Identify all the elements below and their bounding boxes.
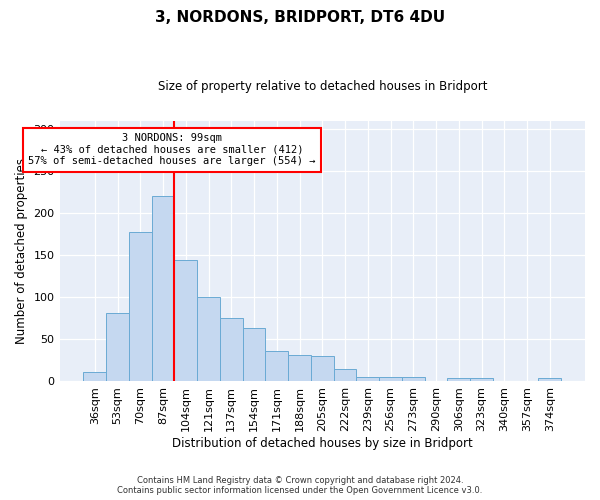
X-axis label: Distribution of detached houses by size in Bridport: Distribution of detached houses by size … [172, 437, 473, 450]
Bar [242, 328, 265, 382]
Bar [493, 380, 515, 382]
Bar [311, 356, 334, 382]
Bar [448, 378, 470, 382]
Text: 3, NORDONS, BRIDPORT, DT6 4DU: 3, NORDONS, BRIDPORT, DT6 4DU [155, 10, 445, 25]
Text: Contains HM Land Registry data © Crown copyright and database right 2024.
Contai: Contains HM Land Registry data © Crown c… [118, 476, 482, 495]
Bar [402, 378, 425, 382]
Bar [220, 318, 242, 382]
Bar [175, 260, 197, 382]
Bar [152, 196, 175, 382]
Bar [288, 354, 311, 382]
Bar [265, 351, 288, 382]
Bar [379, 378, 402, 382]
Bar [129, 232, 152, 382]
Title: Size of property relative to detached houses in Bridport: Size of property relative to detached ho… [158, 80, 487, 93]
Bar [83, 372, 106, 382]
Bar [106, 314, 129, 382]
Text: 3 NORDONS: 99sqm
← 43% of detached houses are smaller (412)
57% of semi-detached: 3 NORDONS: 99sqm ← 43% of detached house… [28, 133, 316, 166]
Bar [356, 378, 379, 382]
Bar [334, 369, 356, 382]
Bar [197, 298, 220, 382]
Bar [538, 378, 561, 382]
Y-axis label: Number of detached properties: Number of detached properties [15, 158, 28, 344]
Bar [470, 378, 493, 382]
